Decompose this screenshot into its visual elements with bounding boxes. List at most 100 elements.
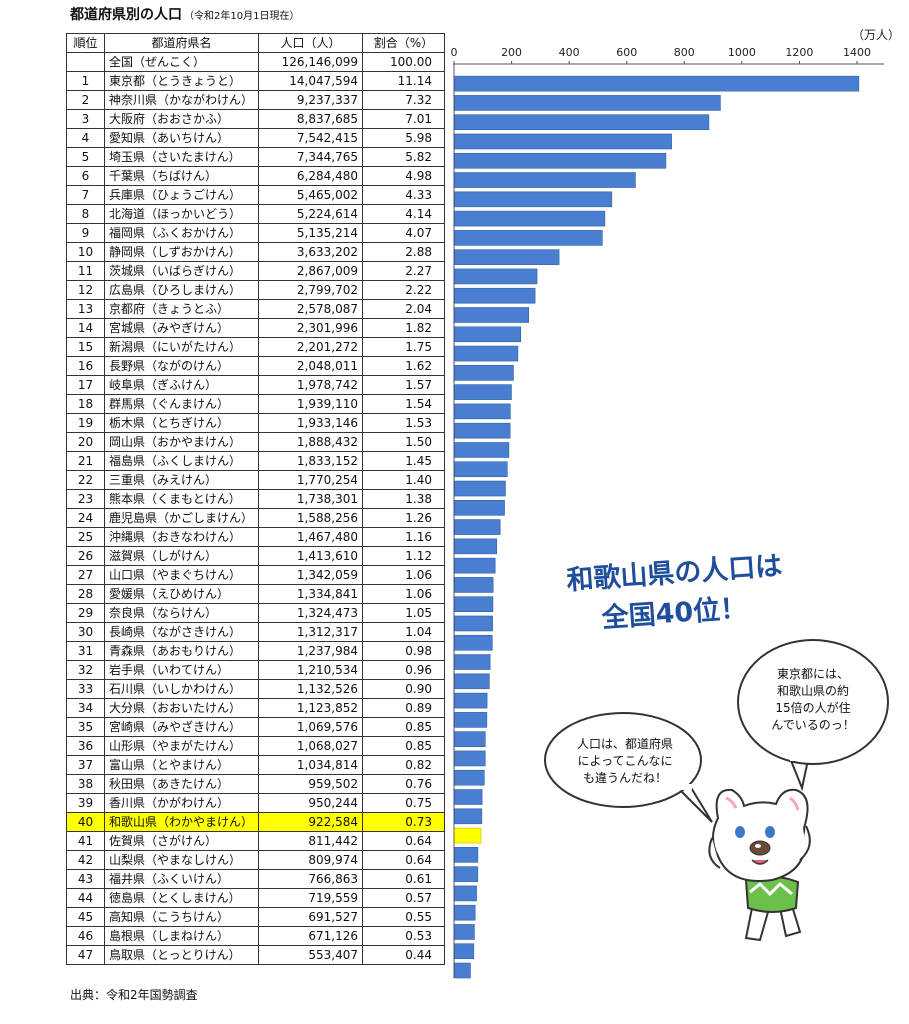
chart-bars bbox=[454, 75, 860, 979]
header-population: 人口（人） bbox=[258, 33, 363, 53]
name-cell: 愛知県（あいちけん） bbox=[104, 128, 259, 148]
table-row: 39 香川県（かがわけん） 950,244 0.75 bbox=[66, 793, 445, 813]
x-tick-label: 1200 bbox=[785, 46, 813, 59]
bubble-right-line-2: 和歌山県の約 bbox=[777, 683, 849, 698]
bar-21 bbox=[454, 461, 508, 478]
name-cell: 石川県（いしかわけん） bbox=[104, 679, 259, 699]
population-cell: 5,135,214 bbox=[258, 223, 363, 243]
population-cell: 1,467,480 bbox=[258, 527, 363, 547]
population-cell: 1,978,742 bbox=[258, 375, 363, 395]
share-cell: 0.85 bbox=[362, 717, 445, 737]
population-cell: 2,799,702 bbox=[258, 280, 363, 300]
name-cell: 群馬県（ぐんまけん） bbox=[104, 394, 259, 414]
table-row: 31 青森県（あおもりけん） 1,237,984 0.98 bbox=[66, 641, 445, 661]
bar-40 bbox=[454, 827, 482, 844]
name-cell: 埼玉県（さいたまけん） bbox=[104, 147, 259, 167]
bar-35 bbox=[454, 731, 486, 747]
rank-cell: 30 bbox=[66, 622, 105, 642]
name-cell: 東京都（とうきょうと） bbox=[104, 71, 259, 91]
x-tick-label: 1000 bbox=[728, 46, 756, 59]
table-row: 32 岩手県（いわてけん） 1,210,534 0.96 bbox=[66, 660, 445, 680]
rank-cell: 40 bbox=[66, 812, 105, 832]
table-row: 14 宮城県（みやぎけん） 2,301,996 1.82 bbox=[66, 318, 445, 338]
table-row: 40 和歌山県（わかやまけん） 922,584 0.73 bbox=[66, 812, 445, 832]
bar-28 bbox=[454, 596, 494, 613]
header-name: 都道府県名 bbox=[104, 33, 259, 53]
table-row: 10 静岡県（しずおかけん） 3,633,202 2.88 bbox=[66, 242, 445, 262]
x-tick-label: 0 bbox=[451, 46, 458, 59]
table-row: 28 愛媛県（えひめけん） 1,334,841 1.06 bbox=[66, 584, 445, 604]
rank-cell: 19 bbox=[66, 413, 105, 433]
title-main: 都道府県別の人口 bbox=[70, 7, 182, 23]
share-cell: 1.62 bbox=[362, 356, 445, 376]
bar-23 bbox=[454, 499, 505, 516]
name-cell: 長野県（ながのけん） bbox=[104, 356, 259, 376]
bubble-left-line-1: 人口は、都道府県 bbox=[577, 736, 673, 751]
share-cell: 7.32 bbox=[362, 90, 445, 110]
name-cell: 宮城県（みやぎけん） bbox=[104, 318, 259, 338]
table-row: 33 石川県（いしかわけん） 1,132,526 0.90 bbox=[66, 679, 445, 699]
header-share: 割合（%） bbox=[362, 33, 445, 53]
population-cell: 1,034,814 bbox=[258, 755, 363, 775]
rank-cell: 47 bbox=[66, 945, 105, 965]
table-row: 41 佐賀県（さがけん） 811,442 0.64 bbox=[66, 831, 445, 851]
population-cell: 691,527 bbox=[258, 907, 363, 927]
rank-cell: 17 bbox=[66, 375, 105, 395]
table-row: 15 新潟県（にいがたけん） 2,201,272 1.75 bbox=[66, 337, 445, 357]
bar-15 bbox=[454, 345, 519, 362]
bubble-left-line-3: も違うんだね！ bbox=[583, 771, 667, 785]
bar-41 bbox=[454, 847, 479, 863]
bar-30 bbox=[454, 634, 493, 651]
name-cell: 熊本県（くまもとけん） bbox=[104, 489, 259, 509]
mascot-character-illustration bbox=[708, 788, 811, 942]
bar-26 bbox=[454, 557, 496, 574]
name-cell: 徳島県（とくしまけん） bbox=[104, 888, 259, 908]
rank-cell: 16 bbox=[66, 356, 105, 376]
rank-cell: 28 bbox=[66, 584, 105, 604]
name-cell: 新潟県（にいがたけん） bbox=[104, 337, 259, 357]
share-cell: 1.38 bbox=[362, 489, 445, 509]
name-cell: 和歌山県（わかやまけん） bbox=[104, 812, 259, 832]
bar-12 bbox=[454, 287, 536, 304]
table-row: 46 島根県（しまねけん） 671,126 0.53 bbox=[66, 926, 445, 946]
bubble-left-line-2: によってこんなに bbox=[577, 754, 672, 768]
bar-24 bbox=[454, 519, 501, 535]
table-row: 27 山口県（やまぐちけん） 1,342,059 1.06 bbox=[66, 565, 445, 585]
population-cell: 1,413,610 bbox=[258, 546, 363, 566]
name-cell: 京都府（きょうとふ） bbox=[104, 299, 259, 319]
population-cell: 553,407 bbox=[258, 945, 363, 965]
bar-20 bbox=[454, 442, 510, 458]
population-cell: 1,334,841 bbox=[258, 584, 363, 604]
name-cell: 長崎県（ながさきけん） bbox=[104, 622, 259, 642]
population-cell: 2,867,009 bbox=[258, 261, 363, 281]
bar-13 bbox=[454, 307, 530, 323]
bar-3 bbox=[454, 114, 710, 130]
table-row: 23 熊本県（くまもとけん） 1,738,301 1.38 bbox=[66, 489, 445, 509]
bar-10 bbox=[454, 249, 560, 265]
population-cell: 1,069,576 bbox=[258, 717, 363, 737]
name-cell: 宮崎県（みやざきけん） bbox=[104, 717, 259, 737]
name-cell: 大阪府（おおさかふ） bbox=[104, 109, 259, 129]
table-row: 7 兵庫県（ひょうごけん） 5,465,002 4.33 bbox=[66, 185, 445, 205]
bar-46 bbox=[454, 943, 475, 960]
name-cell: 山形県（やまがたけん） bbox=[104, 736, 259, 756]
bar-4 bbox=[454, 133, 672, 150]
x-tick-label: 200 bbox=[501, 46, 522, 59]
share-cell: 1.12 bbox=[362, 546, 445, 566]
population-cell: 1,312,317 bbox=[258, 622, 363, 642]
x-tick-label: 600 bbox=[616, 46, 637, 59]
population-cell: 2,301,996 bbox=[258, 318, 363, 338]
population-cell: 671,126 bbox=[258, 926, 363, 946]
bubble-right-line-4: んでいるのっ！ bbox=[771, 718, 854, 732]
population-cell: 1,588,256 bbox=[258, 508, 363, 528]
bar-31 bbox=[454, 654, 491, 670]
bubble-right-line-3: 15倍の人が住 bbox=[775, 700, 850, 715]
population-cell: 959,502 bbox=[258, 774, 363, 794]
page-title: 都道府県別の人口 （令和2年10月1日現在） bbox=[70, 4, 299, 24]
bar-25 bbox=[454, 538, 498, 555]
rank-cell: 27 bbox=[66, 565, 105, 585]
name-cell: 岩手県（いわてけん） bbox=[104, 660, 259, 680]
table-row: 19 栃木県（とちぎけん） 1,933,146 1.53 bbox=[66, 413, 445, 433]
population-cell: 766,863 bbox=[258, 869, 363, 889]
